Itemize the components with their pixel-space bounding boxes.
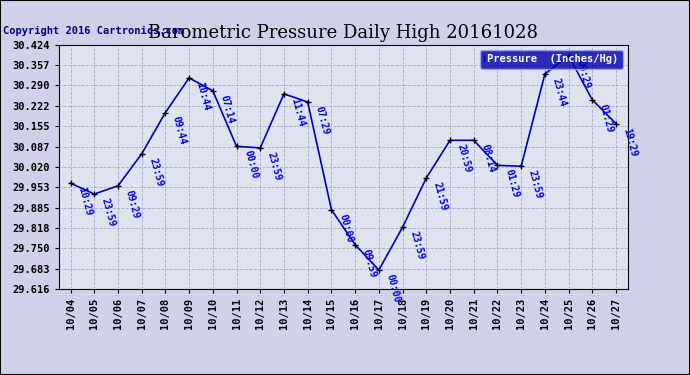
Text: 09:29: 09:29 — [124, 189, 141, 220]
Text: 20:59: 20:59 — [455, 143, 473, 174]
Text: Copyright 2016 Cartronics.com: Copyright 2016 Cartronics.com — [3, 26, 185, 36]
Text: 10:29: 10:29 — [76, 186, 93, 217]
Text: 07:29: 07:29 — [313, 105, 331, 136]
Text: 09:59: 09:59 — [361, 248, 378, 279]
Text: 23:59: 23:59 — [100, 197, 117, 228]
Legend: Pressure  (Inches/Hg): Pressure (Inches/Hg) — [480, 50, 622, 69]
Text: 23:59: 23:59 — [147, 157, 164, 188]
Title: Barometric Pressure Daily High 20161028: Barometric Pressure Daily High 20161028 — [148, 24, 538, 42]
Text: 07:14: 07:14 — [218, 94, 236, 124]
Text: 00:00: 00:00 — [337, 213, 354, 243]
Text: 21:59: 21:59 — [432, 181, 449, 212]
Text: 23:59: 23:59 — [266, 151, 283, 182]
Text: 23:59: 23:59 — [526, 169, 544, 200]
Text: 11:44: 11:44 — [290, 97, 307, 128]
Text: 23:59: 23:59 — [408, 230, 426, 261]
Text: 10:44: 10:44 — [195, 81, 212, 112]
Text: 01:29: 01:29 — [503, 168, 520, 199]
Text: 01:29: 01:29 — [598, 103, 615, 134]
Text: 09:44: 09:44 — [171, 116, 188, 146]
Text: 00:00: 00:00 — [242, 149, 259, 180]
Text: 19:29: 19:29 — [622, 126, 639, 158]
Text: 08:14: 08:14 — [480, 143, 497, 174]
Text: 09:29: 09:29 — [574, 58, 591, 90]
Text: 00:00: 00:00 — [384, 273, 402, 304]
Text: 23:44: 23:44 — [551, 77, 568, 108]
